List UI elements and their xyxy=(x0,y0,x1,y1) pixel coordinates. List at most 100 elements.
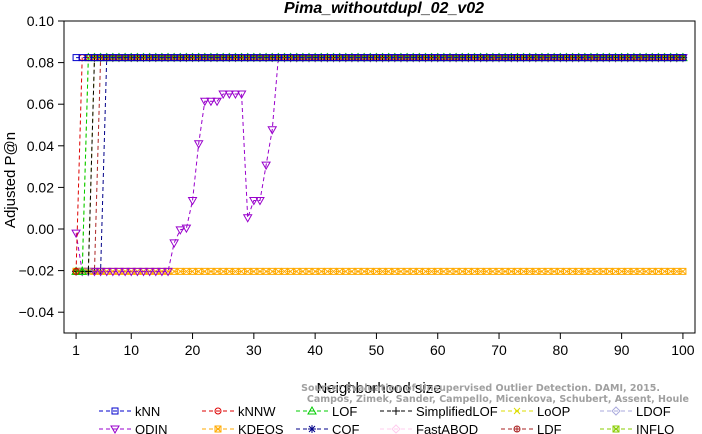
data-point xyxy=(114,267,124,277)
plot-area: −0.04 −0.02 0.00 0.02 0.04 0.06 0.08 0.10 1 10 20 3… xyxy=(19,13,696,358)
legend-item: SimplifiedLOF xyxy=(380,404,498,419)
y-tick-label: 0.10 xyxy=(27,13,54,29)
data-point xyxy=(305,267,313,275)
data-point xyxy=(150,267,161,277)
legend: kNN kNNW LOF SimplifiedLOF LoOP LDOF ODIN KDEOS… xyxy=(99,404,674,434)
legend-item: kNNW xyxy=(202,404,276,419)
y-tick-label: 0.02 xyxy=(27,179,54,195)
legend-marker xyxy=(307,405,317,415)
legend-label: LOF xyxy=(332,404,357,419)
series-line xyxy=(82,57,683,272)
watermark-line-1: Source: Evaluation of Unsupervised Outli… xyxy=(301,383,660,394)
data-point xyxy=(193,140,204,149)
x-tick-label: 80 xyxy=(553,342,569,358)
legend-marker xyxy=(308,425,316,433)
x-tick-label: 60 xyxy=(430,342,446,358)
series-kdeos xyxy=(72,267,687,275)
x-tick-label: 100 xyxy=(671,342,695,358)
series-lof xyxy=(71,52,688,275)
legend-item: ODIN xyxy=(99,422,168,434)
legend-label: LDF xyxy=(537,422,562,434)
legend-marker xyxy=(214,425,222,433)
legend-item: LOF xyxy=(296,404,357,419)
legend-item: kNN xyxy=(99,404,160,419)
legend-marker xyxy=(111,407,119,415)
data-point xyxy=(230,90,241,100)
series-line xyxy=(76,57,683,272)
series-odin xyxy=(71,54,688,277)
legend-label: KDEOS xyxy=(238,422,284,434)
series-line xyxy=(76,57,683,272)
plot-frame xyxy=(63,20,696,334)
x-tick-label: 40 xyxy=(307,342,323,358)
data-point xyxy=(403,267,411,275)
data-point xyxy=(206,97,216,107)
legend-marker xyxy=(611,406,621,416)
legend-label: COF xyxy=(332,422,360,434)
legend-marker xyxy=(514,426,520,432)
series-line xyxy=(76,57,683,272)
data-point xyxy=(199,97,210,107)
data-point xyxy=(169,239,180,248)
series-inflo xyxy=(72,54,687,275)
data-point xyxy=(84,267,93,276)
data-point xyxy=(157,267,167,277)
legend-item: COF xyxy=(296,422,360,434)
chart-title: Pima_withoutdupl_02_v02 xyxy=(284,0,484,17)
series-knn xyxy=(72,54,687,62)
legend-item: LoOP xyxy=(501,404,570,419)
data-point xyxy=(218,90,229,100)
data-point xyxy=(242,214,253,223)
legend-item: LDOF xyxy=(600,404,671,419)
series-line xyxy=(75,57,683,272)
y-axis-title: Adjusted P@n xyxy=(2,132,19,228)
legend-marker xyxy=(513,407,521,415)
data-point xyxy=(255,197,265,206)
legend-item: FastABOD xyxy=(380,422,478,434)
data-point xyxy=(132,267,143,277)
x-tick-label: 70 xyxy=(491,342,507,358)
data-point xyxy=(501,267,509,275)
data-point xyxy=(72,267,80,275)
data-point xyxy=(261,161,271,171)
data-point xyxy=(101,267,112,277)
legend-item: KDEOS xyxy=(202,422,284,434)
series-ldf xyxy=(72,54,687,275)
series-knnw xyxy=(72,54,687,275)
legend-item: LDF xyxy=(501,422,562,434)
legend-marker xyxy=(391,424,401,434)
y-tick-label: 0.08 xyxy=(27,55,54,71)
legend-label: INFLO xyxy=(636,422,674,434)
data-point xyxy=(126,267,137,277)
data-point xyxy=(679,267,687,275)
y-tick-label: 0.00 xyxy=(27,221,54,237)
data-point xyxy=(95,267,106,277)
data-point xyxy=(163,267,173,277)
data-point xyxy=(120,267,130,277)
data-point xyxy=(175,226,186,235)
series-loop xyxy=(72,54,687,275)
data-point xyxy=(452,267,460,275)
data-point xyxy=(144,267,155,277)
legend-label: LDOF xyxy=(636,404,671,419)
legend-label: LoOP xyxy=(537,404,570,419)
legend-label: SimplifiedLOF xyxy=(416,404,498,419)
series-ldof xyxy=(77,52,688,277)
x-tick-label: 1 xyxy=(72,342,80,358)
legend-marker xyxy=(214,407,222,415)
data-point xyxy=(187,197,198,206)
x-axis-title: Neighborhood size xyxy=(316,380,441,397)
y-tick-label: 0.04 xyxy=(27,138,54,154)
x-tick-label: 50 xyxy=(369,342,385,358)
data-point xyxy=(354,267,362,275)
series-line xyxy=(76,57,683,272)
series-line xyxy=(76,57,683,272)
data-point xyxy=(77,266,88,275)
series-line xyxy=(76,57,683,272)
x-tick-label: 30 xyxy=(246,342,262,358)
legend-label: kNNW xyxy=(238,404,276,419)
legend-label: ODIN xyxy=(135,422,168,434)
legend-marker xyxy=(110,425,120,434)
data-point xyxy=(107,267,118,277)
